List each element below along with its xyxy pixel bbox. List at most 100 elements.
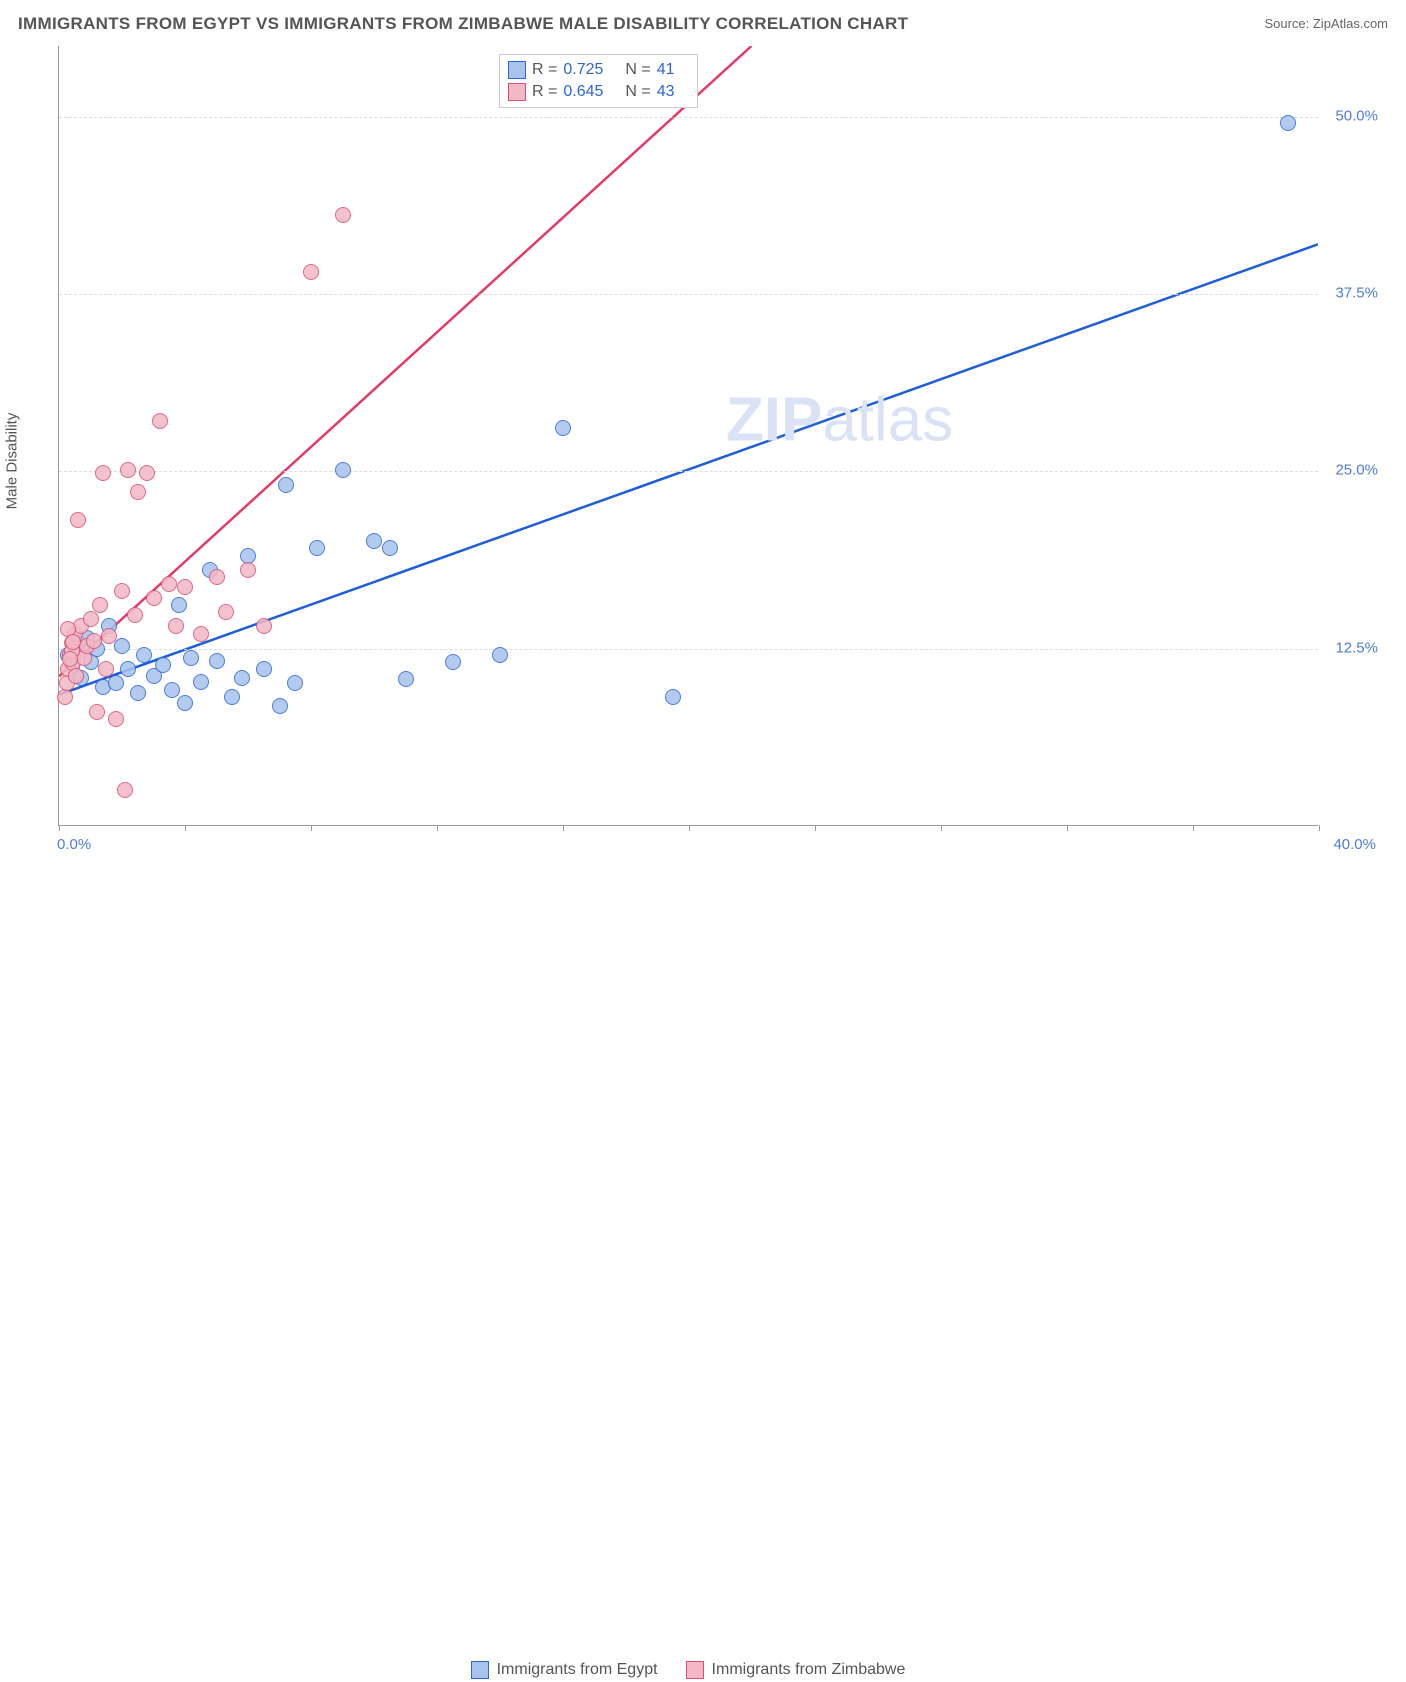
x-max-label: 40.0% [1333,836,1376,853]
legend-swatch [508,83,526,101]
data-point [86,633,102,649]
y-tick-label: 25.0% [1323,462,1378,479]
legend-row: R = 0.725 N = 41 [508,59,687,81]
legend-swatch [471,1661,489,1679]
correlation-legend: R = 0.725 N = 41 R = 0.645 N = 43 [499,54,698,108]
watermark: ZIPatlas [726,384,953,455]
legend-r-label: R = [532,81,557,103]
data-point [114,583,130,599]
x-tick [563,825,564,831]
data-point [183,650,199,666]
gridline [59,117,1318,118]
data-point [177,695,193,711]
data-point [164,682,180,698]
x-tick [185,825,186,831]
data-point [65,634,81,650]
data-point [98,661,114,677]
legend-n-label: N = [625,59,650,81]
data-point [57,689,73,705]
legend-n-value: 43 [657,81,687,103]
data-point [287,675,303,691]
data-point [193,626,209,642]
data-point [382,540,398,556]
x-tick [1067,825,1068,831]
legend-n-label: N = [625,81,650,103]
data-point [303,264,319,280]
data-point [335,207,351,223]
gridline [59,649,1318,650]
data-point [114,638,130,654]
y-axis-label: Male Disability [4,413,21,510]
x-tick [689,825,690,831]
x-tick [1319,825,1320,831]
data-point [130,685,146,701]
source-label: Source: ZipAtlas.com [1264,16,1388,31]
data-point [555,420,571,436]
data-point [492,647,508,663]
data-point [1280,115,1296,131]
series-label: Immigrants from Zimbabwe [712,1661,906,1679]
data-point [224,689,240,705]
data-point [278,477,294,493]
legend-n-value: 41 [657,59,687,81]
data-point [193,674,209,690]
data-point [218,604,234,620]
x-tick [59,825,60,831]
series-label: Immigrants from Egypt [497,1661,658,1679]
data-point [161,576,177,592]
x-axis-legend: Immigrants from Egypt Immigrants from Zim… [58,1658,1318,1682]
data-point [136,647,152,663]
data-point [152,413,168,429]
plot-area: 12.5%25.0%37.5%50.0%0.0%40.0%ZIPatlasR =… [58,46,1318,826]
data-point [68,668,84,684]
data-point [366,533,382,549]
data-point [120,661,136,677]
legend-swatch [508,61,526,79]
data-point [95,465,111,481]
data-point [256,618,272,634]
chart-container: Male Disability 12.5%25.0%37.5%50.0%0.0%… [18,46,1388,876]
data-point [171,597,187,613]
x-min-label: 0.0% [57,836,91,853]
series-legend-item: Immigrants from Zimbabwe [686,1658,906,1682]
data-point [234,670,250,686]
gridline [59,294,1318,295]
data-point [89,704,105,720]
x-tick [941,825,942,831]
x-tick [815,825,816,831]
legend-r-value: 0.725 [563,59,611,81]
data-point [168,618,184,634]
legend-r-label: R = [532,59,557,81]
data-point [309,540,325,556]
data-point [146,590,162,606]
legend-row: R = 0.645 N = 43 [508,81,687,103]
data-point [120,462,136,478]
gridline [59,471,1318,472]
y-tick-label: 50.0% [1323,107,1378,124]
y-tick-label: 12.5% [1323,639,1378,656]
data-point [108,675,124,691]
data-point [240,562,256,578]
data-point [398,671,414,687]
data-point [272,698,288,714]
data-point [335,462,351,478]
x-tick [311,825,312,831]
data-point [108,711,124,727]
trend-line [59,244,1318,694]
legend-r-value: 0.645 [563,81,611,103]
y-tick-label: 37.5% [1323,285,1378,302]
data-point [101,628,117,644]
data-point [117,782,133,798]
data-point [92,597,108,613]
data-point [445,654,461,670]
data-point [127,607,143,623]
data-point [155,657,171,673]
data-point [209,569,225,585]
chart-title: IMMIGRANTS FROM EGYPT VS IMMIGRANTS FROM… [18,14,908,33]
data-point [130,484,146,500]
data-point [209,653,225,669]
data-point [177,579,193,595]
x-tick [437,825,438,831]
data-point [665,689,681,705]
data-point [139,465,155,481]
